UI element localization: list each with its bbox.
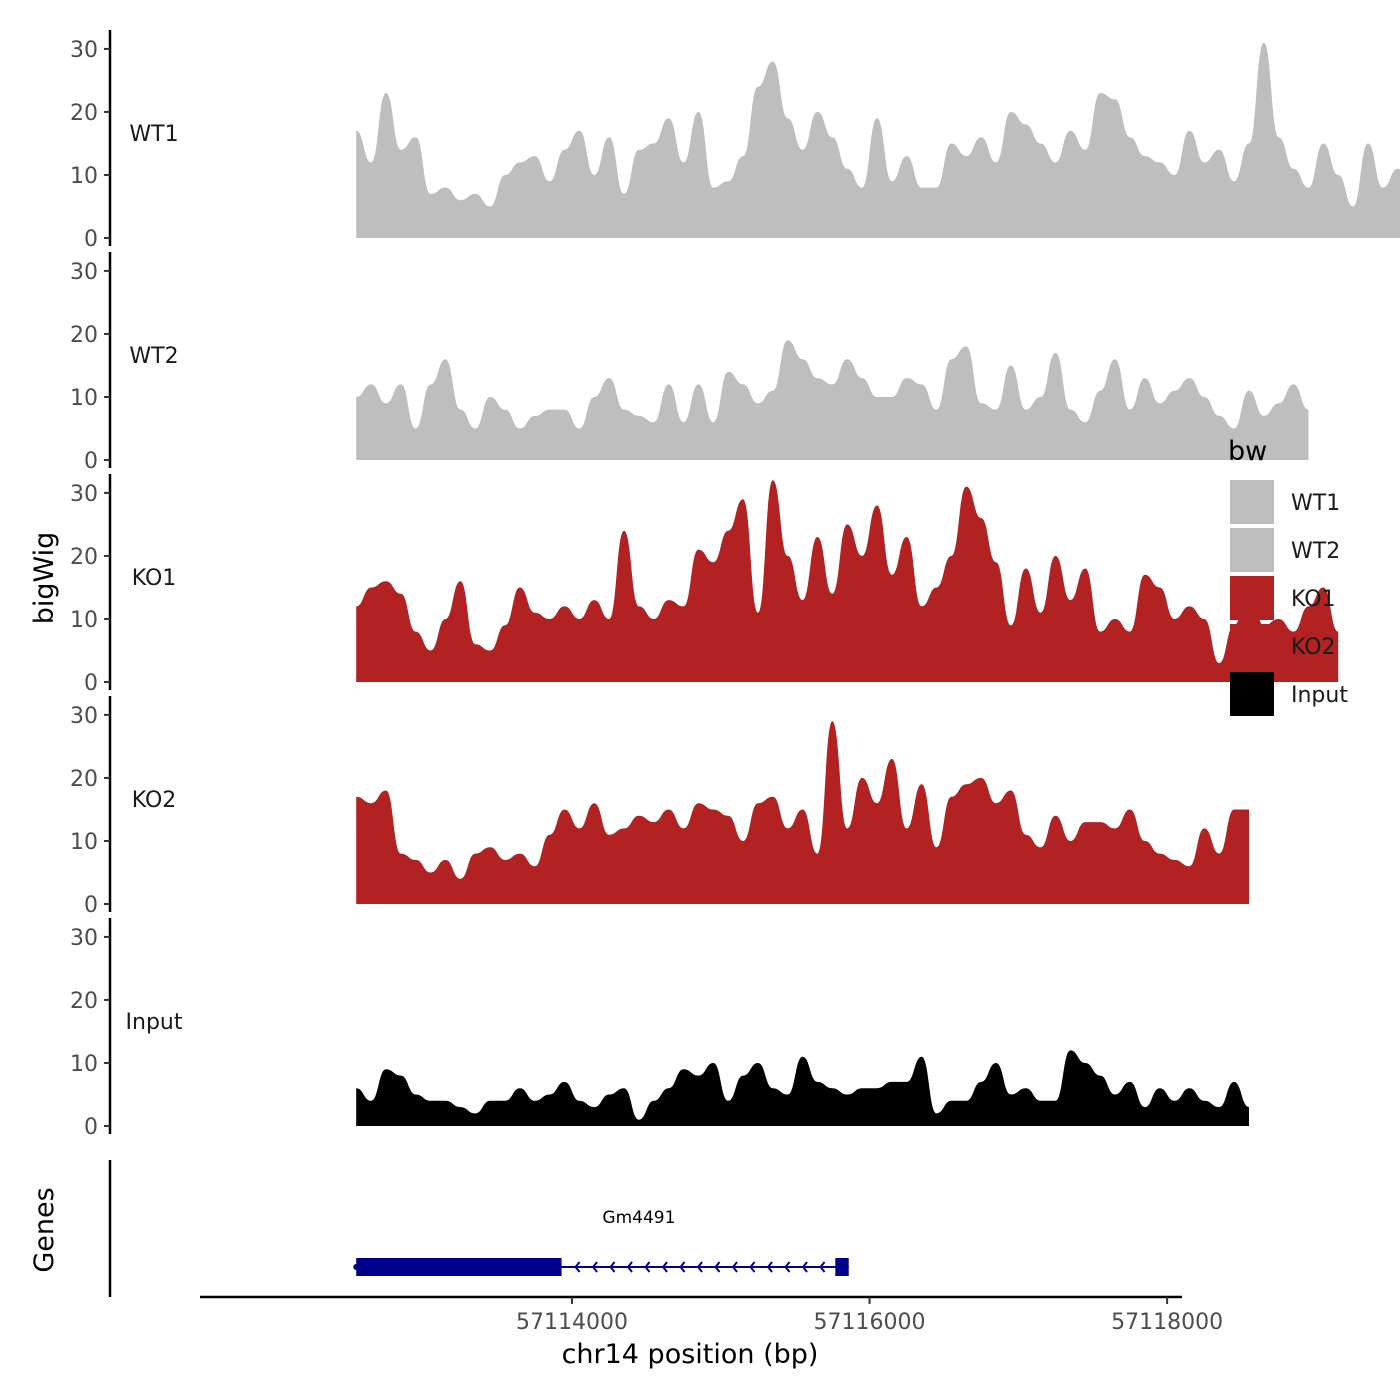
- legend-label-wt2: WT2: [1291, 539, 1340, 564]
- y-tick-label: 10: [70, 608, 98, 633]
- strand-chevron: [714, 1261, 721, 1273]
- y-tick-label: 10: [70, 1052, 98, 1077]
- legend-label-input: Input: [1291, 683, 1348, 708]
- strand-chevron: [766, 1261, 773, 1273]
- y-tick-label: 0: [84, 227, 98, 252]
- strand-chevron: [574, 1261, 581, 1273]
- gene-exon: [835, 1258, 849, 1276]
- y-tick-label: 0: [84, 449, 98, 474]
- strand-chevron: [661, 1261, 668, 1273]
- strand-chevron: [731, 1261, 738, 1273]
- legend-key-ko1: [1230, 576, 1274, 620]
- legend-key-wt2: [1230, 528, 1274, 572]
- track-wt2: 0 10 20 30 WT2: [70, 252, 1309, 474]
- track-ko2: 0 10 20 30 KO2: [70, 696, 1249, 918]
- signal-area-input: [356, 1050, 1249, 1126]
- y-tick-label: 10: [70, 386, 98, 411]
- strand-chevron: [644, 1261, 651, 1273]
- legend-key-wt1: [1230, 480, 1274, 524]
- legend-key-input: [1230, 672, 1274, 716]
- y-tick-label: 10: [70, 164, 98, 189]
- track-label-ko1: KO1: [132, 566, 177, 591]
- strand-chevron: [626, 1261, 633, 1273]
- x-axis-title: chr14 position (bp): [562, 1339, 819, 1370]
- track-label-ko2: KO2: [132, 788, 177, 813]
- signal-area-ko2: [356, 721, 1249, 904]
- y-tick-label: 0: [84, 1115, 98, 1140]
- x-tick-label: 57114000: [516, 1310, 628, 1335]
- strand-chevron: [591, 1261, 598, 1273]
- y-tick-label: 0: [84, 893, 98, 918]
- track-label-wt1: WT1: [129, 122, 178, 147]
- gene-start-cap: [353, 1264, 360, 1270]
- y-tick-label: 20: [70, 545, 98, 570]
- track-label-wt2: WT2: [129, 344, 178, 369]
- track-input: 0 10 20 30 Input: [70, 918, 1249, 1140]
- y-tick-label: 20: [70, 767, 98, 792]
- legend-title: bw: [1228, 436, 1267, 467]
- track-label-input: Input: [126, 1010, 183, 1035]
- strand-chevron: [696, 1261, 703, 1273]
- gene-exon: [356, 1258, 562, 1276]
- signal-area-wt2: [356, 340, 1309, 460]
- y-tick-label: 20: [70, 101, 98, 126]
- gene-gm4491: Gm4491: [353, 1208, 849, 1276]
- y-axis-title-genes: Genes: [29, 1187, 60, 1272]
- y-tick-label: 30: [70, 38, 98, 63]
- legend: bw WT1 WT2 KO1 KO2 Input: [1228, 436, 1348, 716]
- legend-label-wt1: WT1: [1291, 491, 1340, 516]
- strand-chevron: [679, 1261, 686, 1273]
- legend-key-ko2: [1230, 624, 1274, 668]
- y-tick-label: 30: [70, 260, 98, 285]
- strand-chevron: [609, 1261, 616, 1273]
- strand-chevron: [819, 1261, 826, 1273]
- y-tick-label: 10: [70, 830, 98, 855]
- y-tick-label: 20: [70, 323, 98, 348]
- gene-panel: Gm4491: [108, 1160, 849, 1297]
- x-tick-label: 57116000: [814, 1310, 926, 1335]
- strand-chevron: [801, 1261, 808, 1273]
- signal-area-wt1: [356, 42, 1400, 238]
- strand-chevron: [784, 1261, 791, 1273]
- y-tick-label: 30: [70, 704, 98, 729]
- strand-chevron: [749, 1261, 756, 1273]
- track-wt1: 0 10 20 30 WT1: [70, 30, 1400, 252]
- signal-tracks: 0 10 20 30 WT1 0 10 20 30 WT2 0 10 20 30 KO1 0 10 20 30 KO2…: [70, 30, 1400, 1140]
- track-ko1: 0 10 20 30 KO1: [70, 474, 1339, 696]
- y-tick-label: 0: [84, 671, 98, 696]
- legend-label-ko1: KO1: [1291, 587, 1336, 612]
- y-tick-label: 30: [70, 482, 98, 507]
- y-tick-label: 20: [70, 989, 98, 1014]
- gene-label: Gm4491: [602, 1208, 675, 1228]
- x-axis: 57114000 57116000 57118000: [200, 1295, 1223, 1335]
- legend-label-ko2: KO2: [1291, 635, 1336, 660]
- y-axis-title-bigwig: bigWig: [29, 532, 60, 625]
- signal-area-ko1: [356, 480, 1339, 682]
- x-tick-label: 57118000: [1111, 1310, 1223, 1335]
- y-tick-label: 30: [70, 926, 98, 951]
